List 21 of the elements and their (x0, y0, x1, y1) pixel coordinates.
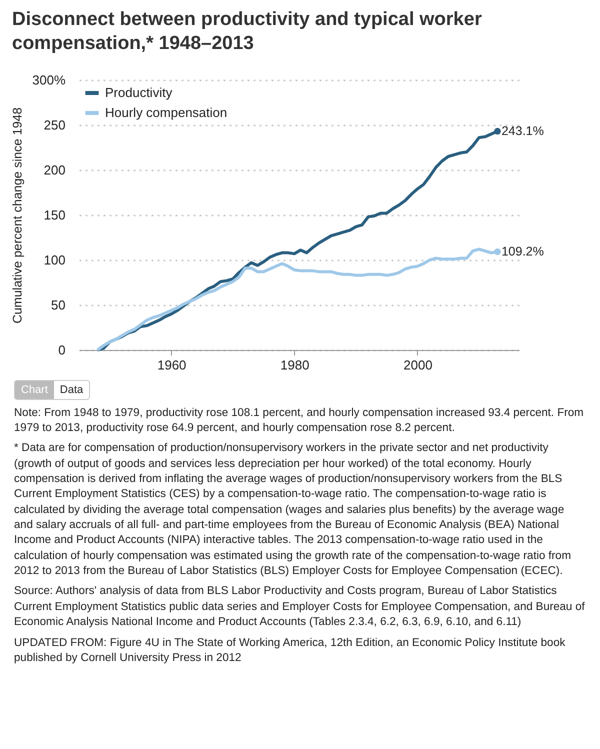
y-tick-label: 100 (44, 252, 66, 267)
y-tick-label: 300% (32, 72, 66, 87)
source-note: Source: Authors' analysis of data from BLS Labor Productivity and Costs program, Bureau of Labor Statistics Current Employment Statistics public data series and Employer Costs for Employee Compensation, and Bureau of Economic Analysis National Income and Product Accounts (Tables 2.3.4, 6.2, 6.3, 6.9, 6.10, and 6.11) (14, 584, 586, 630)
data-label: 109.2% (501, 244, 544, 258)
x-tick-label: 1960 (157, 357, 186, 372)
y-tick-label: 150 (44, 207, 66, 222)
data-label: 243.1% (501, 124, 544, 138)
view-toggle: Chart Data (14, 380, 90, 400)
text: * Data are for compensation of production/nonsupervisory workers in the private sector and net productivity (growth of output of goods and services less depreciation per hour worked) of the total economy. Hourly compensation is derived from inflating the average wages of production/nonsupervisory workers from the BLS Current Employment Statistics (CES) by a compensation-to-wage ratio. The compensation-to-wage ratio is calculated by dividing the average total compensation (wages and salaries plus benefits) by the average wage and salary accruals of all full- and part-time employees from the Bureau of Economic Analysis (BEA) National Income and Product Accounts (NIPA) interactive tables. The 2013 compensation-to-wage ratio used in the calculation of hourly compensation was estimated using the growth rate of the compensation-to-wage ratio from 2012 to 2013 from the Bureau of Labor Statistics (BLS) Employer Costs for Employee Compensation (ECEC). (14, 442, 571, 578)
text: Note: From 1948 to 1979, productivity rose 108.1 percent, and hourly compensation increased 93.4 percent. From 1979 to 2013, productivity rose 64.9 percent, and hourly compensation rose 8.2 percent. (14, 406, 585, 436)
x-tick-label: 1980 (280, 357, 310, 372)
y-tick-label: 200 (44, 162, 66, 177)
text: UPDATED FROM: Figure 4U in The State of Working America, 12th Edition, an Economic Policy Institute book published by Cornell University Press in 2012 (14, 636, 566, 666)
y-tick-label: 250 (44, 117, 66, 132)
y-axis-title: Cumulative percent change since 1948 (10, 106, 24, 324)
x-tick-label: 2000 (404, 357, 432, 372)
y-tick-label: 0 (58, 342, 66, 357)
legend-label: Productivity (105, 84, 173, 100)
y-tick-label: 50 (51, 297, 66, 312)
legend-label: Hourly compensation (105, 104, 228, 120)
chart-title: Disconnect between productivity and typical worker compensation,* 1948–2013 (12, 8, 483, 56)
